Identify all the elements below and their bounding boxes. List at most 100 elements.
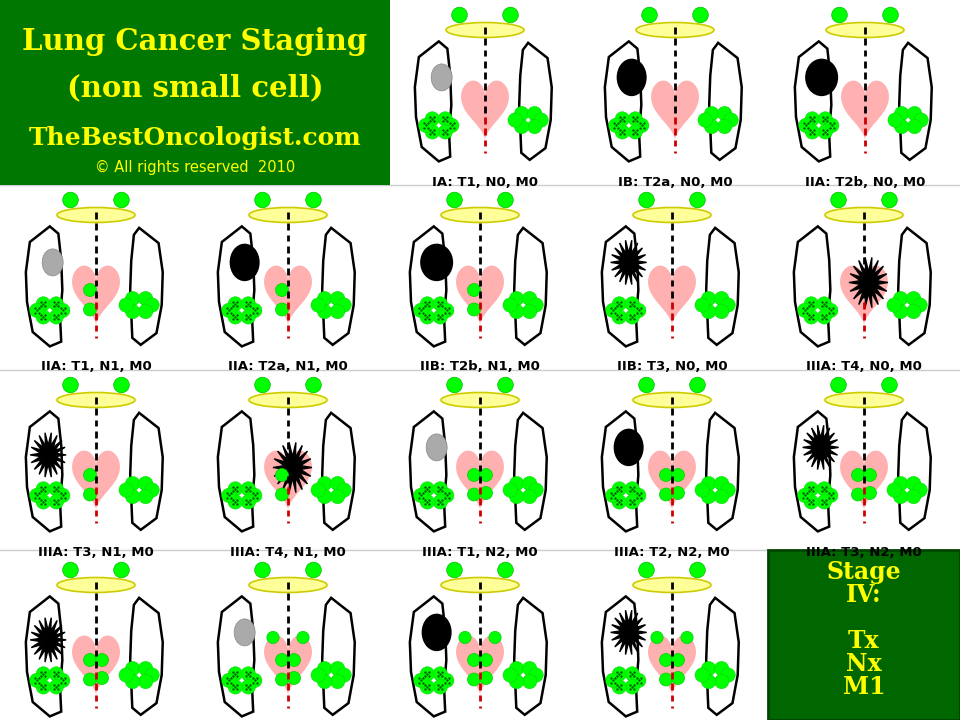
Circle shape: [717, 120, 732, 134]
Circle shape: [95, 672, 108, 685]
Circle shape: [721, 483, 735, 498]
Circle shape: [337, 298, 351, 312]
Polygon shape: [899, 228, 931, 345]
Circle shape: [414, 673, 428, 688]
Circle shape: [510, 477, 524, 491]
Polygon shape: [30, 618, 66, 662]
Circle shape: [433, 667, 447, 681]
Circle shape: [625, 495, 639, 509]
Circle shape: [337, 668, 351, 683]
Circle shape: [895, 120, 909, 134]
Circle shape: [113, 562, 130, 577]
Polygon shape: [709, 43, 742, 160]
Circle shape: [695, 483, 709, 498]
Circle shape: [721, 298, 735, 312]
Circle shape: [817, 495, 831, 509]
Circle shape: [145, 668, 159, 683]
Circle shape: [534, 113, 548, 127]
Circle shape: [906, 292, 921, 306]
Polygon shape: [803, 426, 839, 469]
Circle shape: [714, 662, 729, 676]
Text: IIA: T1, N1, M0: IIA: T1, N1, M0: [40, 361, 152, 374]
Circle shape: [113, 377, 130, 393]
Polygon shape: [515, 598, 547, 715]
Ellipse shape: [441, 392, 519, 408]
Circle shape: [276, 488, 288, 501]
Circle shape: [852, 488, 864, 501]
Circle shape: [318, 662, 332, 676]
Circle shape: [825, 118, 839, 132]
Polygon shape: [26, 411, 62, 531]
Circle shape: [907, 107, 922, 121]
Circle shape: [503, 668, 517, 683]
Circle shape: [49, 297, 63, 311]
Circle shape: [615, 125, 630, 139]
Circle shape: [311, 298, 325, 312]
Circle shape: [36, 680, 51, 694]
Circle shape: [468, 469, 481, 482]
Circle shape: [254, 377, 271, 393]
Circle shape: [522, 662, 537, 676]
Ellipse shape: [825, 392, 903, 408]
Circle shape: [433, 482, 447, 496]
Circle shape: [318, 477, 332, 491]
Text: Tx: Tx: [849, 629, 879, 653]
Circle shape: [288, 654, 300, 667]
Circle shape: [126, 477, 140, 491]
Ellipse shape: [613, 428, 643, 466]
Circle shape: [625, 482, 639, 496]
Text: IV:: IV:: [846, 583, 882, 607]
Circle shape: [138, 292, 153, 306]
Circle shape: [529, 668, 543, 683]
Polygon shape: [611, 611, 647, 654]
Circle shape: [330, 292, 345, 306]
Bar: [768, 550, 960, 720]
Circle shape: [830, 377, 847, 393]
Circle shape: [276, 673, 288, 686]
Circle shape: [288, 672, 300, 685]
Circle shape: [503, 7, 518, 23]
Circle shape: [126, 662, 140, 676]
Circle shape: [119, 668, 133, 683]
Text: IIIA: T4, N0, M0: IIIA: T4, N0, M0: [806, 361, 922, 374]
Circle shape: [452, 7, 468, 23]
Polygon shape: [515, 413, 547, 530]
Circle shape: [311, 668, 325, 683]
Circle shape: [830, 192, 847, 208]
Circle shape: [503, 298, 517, 312]
Polygon shape: [26, 596, 62, 716]
Circle shape: [641, 7, 658, 23]
Circle shape: [318, 490, 332, 504]
Text: IB: T2a, N0, M0: IB: T2a, N0, M0: [617, 176, 732, 189]
Polygon shape: [602, 596, 638, 716]
Circle shape: [612, 667, 627, 681]
Ellipse shape: [446, 22, 524, 37]
Polygon shape: [648, 266, 696, 325]
Polygon shape: [323, 598, 355, 715]
Circle shape: [510, 305, 524, 319]
Circle shape: [818, 112, 832, 126]
Polygon shape: [707, 228, 739, 345]
Polygon shape: [30, 433, 66, 477]
Circle shape: [798, 488, 812, 503]
Circle shape: [138, 675, 153, 689]
Circle shape: [36, 495, 51, 509]
Circle shape: [468, 284, 481, 297]
Circle shape: [906, 477, 921, 491]
Polygon shape: [415, 41, 451, 161]
Circle shape: [527, 120, 541, 134]
Text: TheBestOncologist.com: TheBestOncologist.com: [29, 126, 361, 150]
Circle shape: [468, 303, 481, 316]
Circle shape: [433, 297, 447, 311]
Circle shape: [446, 192, 463, 208]
Circle shape: [138, 662, 153, 676]
Circle shape: [625, 680, 639, 694]
Circle shape: [62, 192, 79, 208]
Polygon shape: [899, 413, 931, 530]
Circle shape: [804, 310, 819, 324]
Circle shape: [906, 490, 921, 504]
Circle shape: [522, 305, 537, 319]
Text: IIIA: T3, N1, M0: IIIA: T3, N1, M0: [38, 546, 154, 559]
Circle shape: [84, 469, 97, 482]
Polygon shape: [461, 81, 509, 140]
